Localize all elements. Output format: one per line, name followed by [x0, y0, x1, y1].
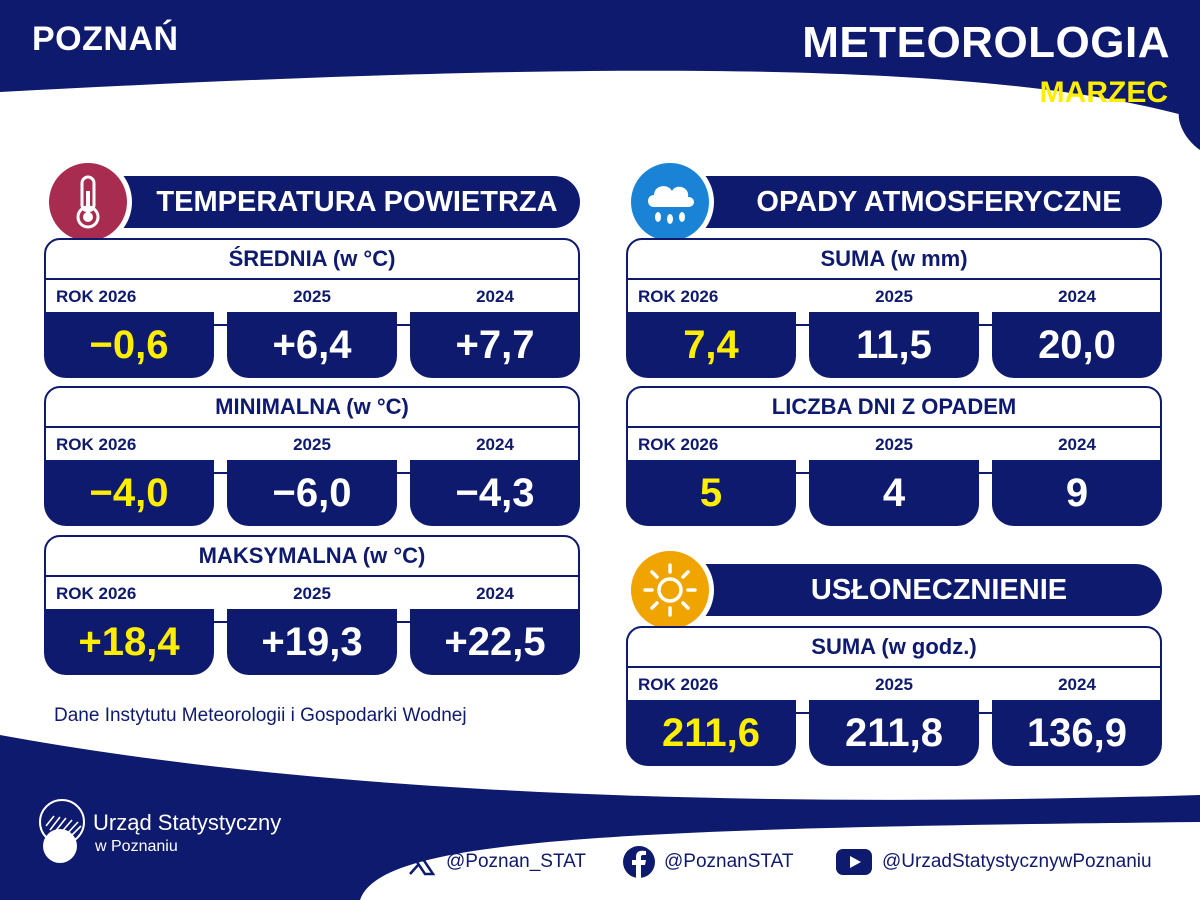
- precipitation-section-title: OPADY ATMOSFERYCZNE: [676, 176, 1162, 228]
- statistics-office-logo: [39, 799, 85, 863]
- temperature-section-title: TEMPERATURA POWIETRZA: [94, 176, 580, 228]
- facebook-social-link[interactable]: @PoznanSTAT: [622, 844, 793, 880]
- year-label: 2025: [875, 287, 913, 306]
- year-label: 2025: [293, 584, 331, 603]
- value-cell: 4: [809, 460, 979, 526]
- temperature-maximum-block: MAKSYMALNA (w °C) ROK 2026 2025 2024 +18…: [44, 535, 580, 679]
- value-cell: 136,9: [992, 700, 1162, 766]
- block-title: MAKSYMALNA (w °C): [198, 543, 426, 568]
- sun-icon: [626, 546, 714, 634]
- value-cell: −4,0: [44, 460, 214, 526]
- precipitation-section-header: OPADY ATMOSFERYCZNE: [626, 158, 1162, 246]
- facebook-icon: [622, 845, 656, 879]
- sunshine-sum-block: SUMA (w godz.) ROK 2026 2025 2024 211,6 …: [626, 626, 1162, 770]
- value-cell: 20,0: [992, 312, 1162, 378]
- year-label: ROK 2026: [638, 287, 719, 306]
- rain-cloud-icon: [626, 158, 714, 246]
- precipitation-days-block: LICZBA DNI Z OPADEM ROK 2026 2025 2024 5…: [626, 386, 1162, 530]
- data-source-note: Dane Instytutu Meteorologii i Gospodarki…: [54, 705, 467, 726]
- organization-name: Urząd Statystyczny: [93, 810, 282, 835]
- value-cell: +22,5: [410, 609, 580, 675]
- block-title: SUMA (w mm): [820, 246, 968, 271]
- year-label: 2024: [476, 584, 514, 603]
- city-label: POZNAŃ: [32, 20, 179, 58]
- year-label: 2024: [1058, 675, 1096, 694]
- temperature-minimum-block: MINIMALNA (w °C) ROK 2026 2025 2024 −4,0…: [44, 386, 580, 530]
- x-social-link[interactable]: @Poznan_STAT: [404, 844, 586, 880]
- value-cell: 211,8: [809, 700, 979, 766]
- year-label: 2025: [875, 675, 913, 694]
- year-label: 2025: [293, 435, 331, 454]
- year-label: ROK 2026: [638, 675, 719, 694]
- value-cell: 11,5: [809, 312, 979, 378]
- x-icon: [404, 845, 438, 879]
- year-label: 2025: [875, 435, 913, 454]
- organization-subtitle: w Poznaniu: [95, 838, 178, 855]
- value-cell: +6,4: [227, 312, 397, 378]
- value-cell: 211,6: [626, 700, 796, 766]
- youtube-handle: @UrzadStatystycznywPoznaniu: [882, 851, 1152, 872]
- year-label: 2024: [476, 435, 514, 454]
- value-cell: −0,6: [44, 312, 214, 378]
- month-label: MARZEC: [1039, 76, 1168, 109]
- value-cell: +18,4: [44, 609, 214, 675]
- precipitation-sum-block: SUMA (w mm) ROK 2026 2025 2024 7,4 11,5 …: [626, 238, 1162, 382]
- value-cell: 5: [626, 460, 796, 526]
- year-label: 2024: [1058, 435, 1096, 454]
- year-label: 2025: [293, 287, 331, 306]
- value-cell: +19,3: [227, 609, 397, 675]
- facebook-handle: @PoznanSTAT: [664, 851, 794, 872]
- year-label: ROK 2026: [638, 435, 719, 454]
- value-cell: 9: [992, 460, 1162, 526]
- year-label: ROK 2026: [56, 287, 137, 306]
- year-label: 2024: [1058, 287, 1096, 306]
- block-title: LICZBA DNI Z OPADEM: [771, 394, 1017, 419]
- value-cell: −6,0: [227, 460, 397, 526]
- block-title: ŚREDNIA (w °C): [228, 246, 396, 271]
- youtube-icon: [834, 845, 874, 879]
- year-label: 2024: [476, 287, 514, 306]
- block-title: SUMA (w godz.): [811, 634, 977, 659]
- block-title: MINIMALNA (w °C): [215, 394, 409, 419]
- sunshine-section-header: USŁONECZNIENIE: [626, 546, 1162, 634]
- sunshine-section-title: USŁONECZNIENIE: [676, 564, 1162, 616]
- value-cell: +7,7: [410, 312, 580, 378]
- value-cell: −4,3: [410, 460, 580, 526]
- page-title: METEOROLOGIA: [802, 18, 1170, 67]
- year-label: ROK 2026: [56, 435, 137, 454]
- thermometer-icon: [44, 158, 132, 246]
- year-label: ROK 2026: [56, 584, 137, 603]
- youtube-social-link[interactable]: @UrzadStatystycznywPoznaniu: [834, 844, 1152, 880]
- value-cell: 7,4: [626, 312, 796, 378]
- temperature-average-block: ŚREDNIA (w °C) ROK 2026 2025 2024 −0,6 +…: [44, 238, 580, 382]
- x-handle: @Poznan_STAT: [446, 851, 587, 872]
- temperature-section-header: TEMPERATURA POWIETRZA: [44, 158, 580, 246]
